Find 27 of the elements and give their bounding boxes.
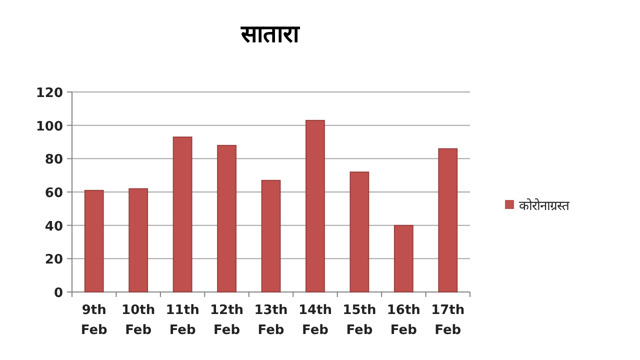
x-tick-label: 10th Feb [122, 303, 156, 338]
x-tick-label: 12th Feb [210, 303, 244, 338]
x-tick-label: 9th Feb [80, 303, 108, 338]
y-tick-label: 60 [44, 186, 63, 201]
chart-title: सातारा [240, 20, 300, 48]
x-tick-label: 17th Feb [431, 303, 465, 338]
y-tick-label: 40 [44, 219, 63, 234]
y-tick-label: 120 [36, 86, 63, 101]
bar [438, 148, 458, 292]
y-tick-label: 80 [44, 152, 63, 168]
bar [172, 136, 192, 292]
bar [128, 188, 148, 292]
x-tick-label: 11th Feb [166, 303, 200, 338]
y-tick-label: 0 [54, 286, 63, 301]
x-tick-label: 15th Feb [342, 303, 376, 338]
x-tick-label: 14th Feb [298, 303, 332, 338]
legend-label: कोरोनाग्रस्त [519, 198, 570, 214]
bar [261, 180, 281, 292]
bar [306, 120, 325, 292]
x-tick-label: 13th Feb [254, 303, 288, 338]
bar [394, 224, 414, 292]
y-tick-label: 100 [36, 119, 63, 134]
bar [84, 190, 104, 292]
y-tick-label: 20 [44, 252, 63, 268]
bar [350, 172, 370, 292]
bar [217, 144, 236, 292]
x-tick-label: 16th Feb [386, 303, 420, 338]
